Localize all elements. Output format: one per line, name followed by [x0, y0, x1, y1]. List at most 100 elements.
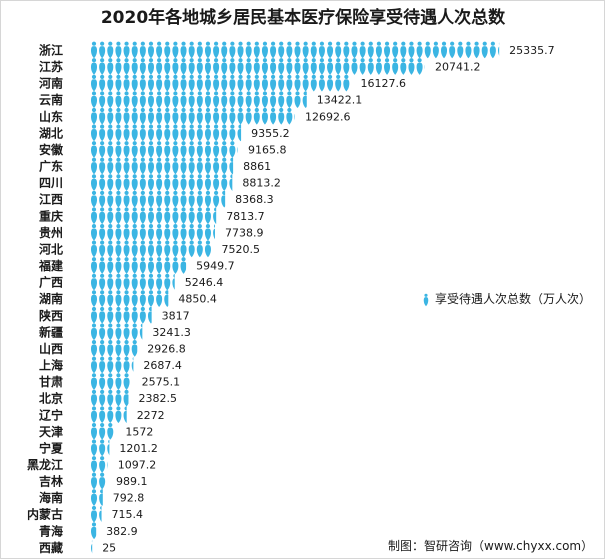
value-label: 8861 [243, 160, 271, 173]
person-icon [99, 41, 106, 59]
person-icon [147, 223, 154, 241]
person-icon [131, 41, 138, 59]
person-icon [99, 522, 105, 539]
person-icon [139, 58, 146, 75]
person-icon [107, 373, 114, 390]
person-icon [139, 223, 146, 241]
person-icon [123, 356, 130, 374]
person-icon [115, 190, 122, 208]
bar [91, 422, 114, 440]
person-icon [99, 389, 106, 407]
category-label: 天津 [39, 424, 63, 439]
person-icon [131, 356, 134, 374]
person-icon [416, 58, 423, 75]
person-icon [188, 157, 195, 175]
person-icon [115, 389, 122, 407]
person-icon [107, 273, 114, 291]
person-icon [123, 174, 130, 191]
person-icon [147, 240, 154, 258]
bar [91, 124, 242, 142]
person-icon [188, 107, 195, 125]
category-label: 吉林 [39, 474, 63, 489]
bar [91, 489, 103, 506]
value-label: 16127.6 [360, 77, 406, 90]
category-label: 湖南 [39, 291, 63, 306]
category-label: 江西 [39, 192, 63, 207]
person-icon [204, 190, 211, 208]
person-icon [172, 240, 179, 258]
person-icon [204, 107, 211, 125]
person-icon [147, 91, 154, 109]
category-label: 湖北 [39, 125, 63, 140]
person-icon [253, 58, 260, 75]
person-icon [188, 141, 195, 158]
bar [91, 74, 350, 92]
category-label: 重庆 [39, 208, 63, 223]
person-icon [351, 41, 358, 59]
category-label: 云南 [39, 92, 63, 107]
person-icon [147, 58, 154, 75]
person-icon [115, 223, 122, 241]
person-icon [164, 223, 171, 241]
person-icon [123, 207, 130, 225]
legend-label: 享受待遇人次总数（万人次） [435, 291, 591, 306]
person-icon [139, 41, 146, 59]
person-icon [188, 223, 195, 241]
person-icon [188, 58, 195, 75]
bar [91, 389, 138, 407]
person-icon [221, 107, 228, 125]
person-icon [99, 472, 106, 490]
person-icon [107, 223, 114, 241]
person-icon [245, 74, 252, 92]
person-icon [139, 74, 146, 92]
bar [91, 406, 127, 424]
person-icon [204, 207, 211, 225]
person-icon [294, 107, 295, 125]
bar [91, 290, 169, 307]
person-icon [204, 74, 211, 92]
person-icon [107, 107, 114, 125]
person-icon [196, 58, 203, 75]
person-icon [99, 141, 106, 158]
value-label: 20741.2 [435, 61, 481, 74]
bar [91, 58, 425, 75]
person-icon [91, 472, 97, 490]
person-icon [107, 257, 114, 274]
person-icon [335, 41, 342, 59]
person-icon [172, 141, 179, 158]
person-icon [115, 356, 122, 374]
bar [91, 522, 105, 540]
person-icon [147, 107, 154, 125]
person-icon [213, 174, 220, 191]
person-icon [107, 456, 108, 473]
person-icon [196, 240, 203, 258]
person-icon [172, 157, 179, 175]
person-icon [294, 58, 301, 75]
person-icon [286, 74, 293, 92]
person-icon [123, 190, 130, 208]
person-icon [213, 207, 217, 225]
person-icon [392, 41, 399, 59]
person-icon [172, 273, 175, 291]
person-icon [392, 58, 399, 75]
person-icon [115, 124, 122, 142]
person-icon [147, 257, 154, 274]
bar [91, 207, 217, 225]
person-icon [107, 356, 114, 374]
person-icon [278, 74, 285, 92]
person-icon [99, 273, 106, 291]
person-icon [99, 124, 106, 142]
value-label: 1572 [125, 425, 153, 438]
person-icon [310, 41, 317, 59]
person-icon [164, 190, 171, 208]
person-icon [115, 91, 122, 109]
person-icon [132, 390, 138, 407]
value-label: 5949.7 [196, 260, 235, 273]
person-icon [131, 107, 138, 125]
person-icon [213, 107, 220, 125]
person-icon [123, 124, 130, 142]
bar [91, 439, 110, 457]
person-icon [139, 141, 146, 158]
person-icon [359, 58, 366, 75]
person-icon [123, 157, 130, 175]
